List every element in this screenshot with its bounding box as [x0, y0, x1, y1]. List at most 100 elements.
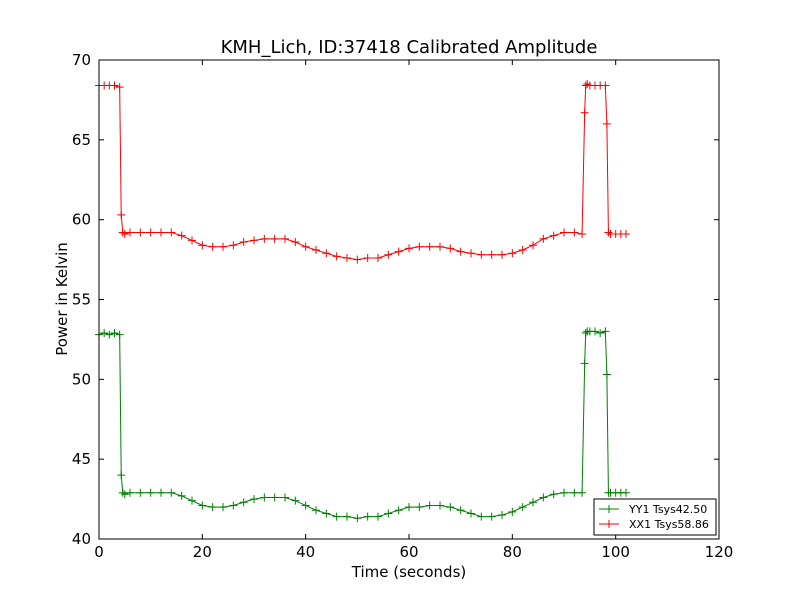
data-point-marker [384, 250, 393, 259]
data-point-marker [560, 228, 568, 237]
data-point-marker [281, 493, 289, 502]
data-point-marker [188, 236, 196, 245]
data-point-marker [270, 493, 279, 502]
legend-entry: XX1 Tsys58.86 [599, 518, 709, 531]
data-point-marker [508, 249, 517, 258]
data-point-marker [518, 246, 527, 255]
data-point-marker [425, 242, 434, 251]
data-point-marker [110, 329, 119, 338]
data-point-marker [487, 250, 496, 259]
data-point-marker [260, 493, 269, 502]
data-point-marker [167, 488, 176, 497]
data-point-marker [529, 241, 537, 250]
data-point-marker [602, 370, 611, 379]
data-point-marker [539, 234, 548, 243]
x-axis: 0 20 40 60 80 100 120 [94, 60, 733, 561]
data-point-marker [622, 488, 630, 497]
data-point-marker [177, 491, 186, 500]
data-point-marker [374, 253, 382, 262]
y-tick-label: 60 [72, 211, 91, 229]
data-point-marker [384, 509, 393, 518]
series-line [99, 83, 626, 261]
data-point-marker [394, 506, 403, 515]
data-point-marker [322, 509, 331, 518]
data-point-marker [363, 253, 372, 262]
data-point-marker [591, 327, 599, 336]
data-point-marker [498, 250, 506, 259]
data-point-marker [110, 81, 119, 90]
data-point-marker [126, 488, 134, 497]
data-point-marker [120, 230, 129, 239]
data-point-marker [604, 228, 613, 237]
data-point-marker [115, 83, 124, 92]
y-axis: 40 45 50 55 60 65 70 [72, 51, 719, 548]
chart-title: KMH_Lich, ID:37418 Calibrated Amplitude [221, 37, 598, 58]
data-point-marker [198, 241, 207, 250]
data-point-marker [343, 253, 351, 262]
data-point-marker [425, 501, 434, 510]
data-point-marker [229, 501, 238, 510]
plot-area [95, 59, 720, 540]
data-point-marker [353, 255, 362, 264]
data-point-marker [549, 490, 558, 499]
series-2 [95, 79, 630, 264]
data-point-marker [578, 230, 587, 239]
data-point-marker [250, 236, 258, 245]
x-tick-label: 80 [503, 543, 522, 561]
data-point-marker [570, 228, 579, 237]
data-point-marker [312, 506, 320, 515]
data-point-marker [301, 501, 310, 510]
data-point-marker [239, 498, 248, 507]
data-point-marker [456, 506, 465, 515]
data-point-marker [477, 250, 486, 259]
x-axis-label: Time (seconds) [351, 563, 467, 581]
legend-marker [605, 520, 613, 528]
data-point-marker [118, 228, 127, 237]
data-point-marker [436, 242, 444, 251]
data-point-marker [343, 512, 351, 521]
series-1 [95, 327, 630, 523]
legend-label: XX1 Tsys58.86 [629, 518, 709, 531]
data-point-marker [581, 329, 590, 338]
data-point-marker [250, 495, 258, 504]
data-point-marker [100, 329, 109, 338]
data-point-marker [405, 244, 413, 253]
data-point-marker [394, 247, 403, 256]
x-tick-label: 120 [705, 543, 734, 561]
data-point-marker [477, 512, 486, 521]
x-tick-label: 40 [296, 543, 315, 561]
data-point-marker [508, 507, 517, 516]
data-point-marker [120, 490, 129, 499]
data-point-marker [415, 503, 424, 512]
data-point-marker [117, 210, 126, 219]
data-point-marker [291, 496, 300, 505]
data-point-marker [332, 252, 341, 261]
x-tick-label: 0 [94, 543, 104, 561]
data-point-marker [136, 228, 145, 237]
data-point-marker [446, 244, 455, 253]
data-point-marker [260, 234, 269, 243]
y-tick-label: 40 [72, 530, 91, 548]
data-point-marker [301, 242, 310, 251]
data-point-marker [601, 81, 610, 90]
data-point-marker [529, 498, 537, 507]
data-point-marker [539, 493, 548, 502]
data-point-marker [291, 238, 300, 247]
data-point-marker [229, 241, 238, 250]
data-point-marker [560, 488, 568, 497]
data-point-marker [136, 488, 145, 497]
data-point-marker [157, 228, 165, 237]
data-point-marker [549, 231, 558, 240]
y-tick-label: 70 [72, 51, 91, 69]
legend-label: YY1 Tsys42.50 [628, 503, 707, 516]
data-point-marker [467, 509, 475, 518]
data-point-marker [580, 359, 589, 368]
series-line [98, 330, 626, 519]
data-point-marker [415, 242, 424, 251]
data-point-marker [157, 488, 165, 497]
data-point-marker [167, 228, 176, 237]
data-point-marker [188, 496, 196, 505]
data-point-marker [312, 246, 320, 255]
data-point-marker [363, 512, 372, 521]
